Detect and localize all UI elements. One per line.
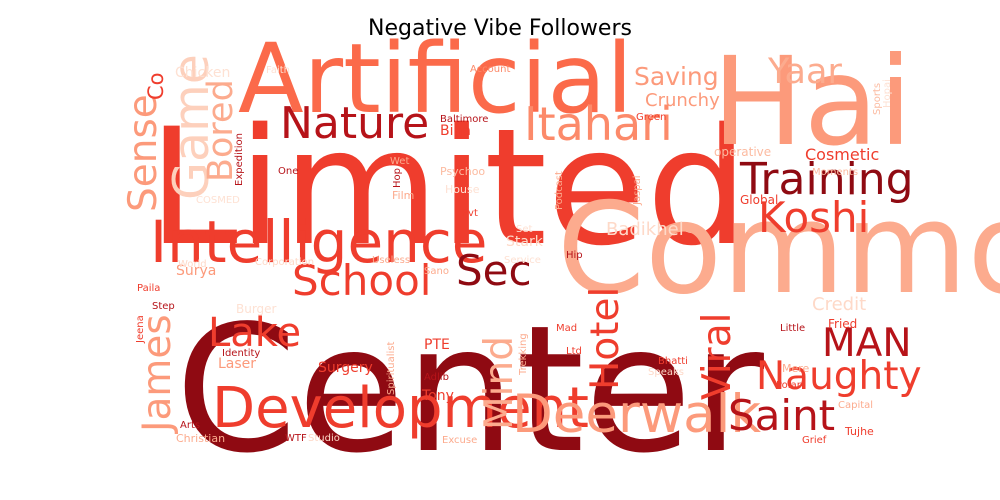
- word-step: Step: [152, 301, 175, 312]
- word-baltimore: Baltimore: [440, 114, 488, 125]
- word-viral: Viral: [695, 313, 740, 400]
- word-cosmetic: Cosmetic: [805, 145, 879, 164]
- word-nature: Nature: [280, 98, 429, 149]
- word-global: Global: [740, 193, 778, 207]
- word-useless: Useless: [372, 255, 410, 266]
- word-studio: Studio: [308, 433, 340, 444]
- word-hai: Hai: [712, 31, 912, 173]
- word-speaks: Speaks: [648, 367, 684, 378]
- word-mind: Mind: [477, 336, 522, 430]
- word-lake: Lake: [208, 310, 301, 356]
- word-pte: PTE: [424, 337, 450, 353]
- word-common: Common: [557, 175, 1000, 322]
- word-grief: Grief: [802, 435, 827, 446]
- word-stark: Stark: [506, 234, 544, 250]
- word-burger: Burger: [236, 302, 277, 316]
- chart-title: Negative Vibe Followers: [368, 16, 632, 41]
- word-ltd: Ltd: [566, 346, 582, 357]
- word-expedition: Expedition: [234, 133, 245, 186]
- word-co: Co: [144, 72, 168, 100]
- word-deerwalk: Deerwalk: [512, 384, 761, 445]
- word-little: Little: [780, 323, 805, 334]
- word-set: Set: [516, 224, 533, 235]
- word-intelligence: Intelligence: [150, 208, 487, 276]
- word-wet: Wet: [390, 156, 409, 167]
- word-sano: Sano: [424, 266, 449, 277]
- word-artificial: Artificial: [238, 23, 633, 135]
- word-identity: Identity: [222, 348, 260, 359]
- word-yaar: Yaar: [767, 52, 842, 92]
- word-christian: Christian: [176, 432, 225, 445]
- word-hotel: Hotel: [583, 287, 628, 390]
- word-psychoo: Psychoo: [440, 165, 485, 178]
- word-crunchy: Crunchy: [645, 90, 720, 111]
- word-film: Film: [392, 189, 414, 202]
- word-moments: Moments: [812, 167, 858, 178]
- word-hip: Hip: [566, 250, 583, 261]
- word-podcast: Podcast: [554, 171, 565, 210]
- word-bhatti: Bhatti: [658, 356, 688, 367]
- word-spiritualist: Spiritualist: [386, 341, 397, 395]
- word-sec: Sec: [456, 246, 532, 295]
- word-polar: Polar: [776, 380, 802, 391]
- word-saint: Saint: [728, 391, 835, 440]
- word-school: School: [292, 256, 431, 305]
- word-cosmed: COSMED: [196, 195, 240, 206]
- word-faith: Faith: [266, 65, 290, 76]
- word-surya: Surya: [176, 263, 216, 279]
- word-one: One: [278, 166, 298, 177]
- word-credit: Credit: [812, 294, 866, 315]
- word-sports: Sports: [872, 83, 883, 115]
- word-limited: Limited: [148, 94, 748, 281]
- word-james: James: [135, 314, 180, 435]
- word-koshi: Koshi: [758, 193, 869, 242]
- word-development: Development: [212, 376, 589, 441]
- word-surgery: Surgery: [318, 360, 373, 376]
- word-center: Center: [175, 289, 764, 492]
- word-tujhe: Tujhe: [844, 425, 874, 438]
- word-laser: Laser: [218, 356, 256, 372]
- word-itahari: Itahari: [524, 97, 673, 151]
- word-wtf: WTF: [285, 433, 307, 444]
- word-bored: Bored: [201, 79, 241, 182]
- word-jaspal: Jaspal: [632, 175, 643, 206]
- word-game: Game: [163, 54, 220, 200]
- word-house: House: [445, 183, 480, 196]
- word-pvt: Pvt: [462, 208, 478, 219]
- word-fried: Fried: [828, 317, 857, 331]
- word-green: Green: [636, 112, 666, 123]
- word-jeena: Jeena: [135, 315, 146, 344]
- word-mad: Mad: [556, 323, 577, 334]
- word-trekking: Trekking: [518, 333, 529, 376]
- word-chicken: Chicken: [175, 65, 230, 81]
- word-sense: Sense: [121, 94, 166, 212]
- word-world: World: [178, 259, 207, 270]
- word-adlib: Adlib: [424, 372, 449, 383]
- word-hop: Hop: [392, 168, 403, 188]
- word-hopai: Hopai: [882, 79, 893, 108]
- word-man: MAN: [822, 321, 912, 366]
- word-tony: Tony: [421, 388, 454, 404]
- word-naughty: Naughty: [756, 354, 922, 399]
- word-saving: Saving: [634, 62, 719, 91]
- word-mere: Mere: [782, 362, 810, 375]
- word-service: Service: [504, 255, 541, 266]
- word-operative: operative: [714, 145, 771, 159]
- word-badikhel: Badikhel: [606, 219, 684, 240]
- word-excuse: Excuse: [442, 435, 477, 446]
- word-account: Account: [470, 64, 510, 75]
- word-bina: Bina: [440, 123, 471, 139]
- word-arts: Arts: [180, 420, 200, 431]
- word-corporation: Corporation: [255, 257, 314, 268]
- word-capital: Capital: [838, 400, 873, 411]
- word-training: Training: [739, 154, 914, 205]
- word-paila: Paila: [137, 283, 160, 294]
